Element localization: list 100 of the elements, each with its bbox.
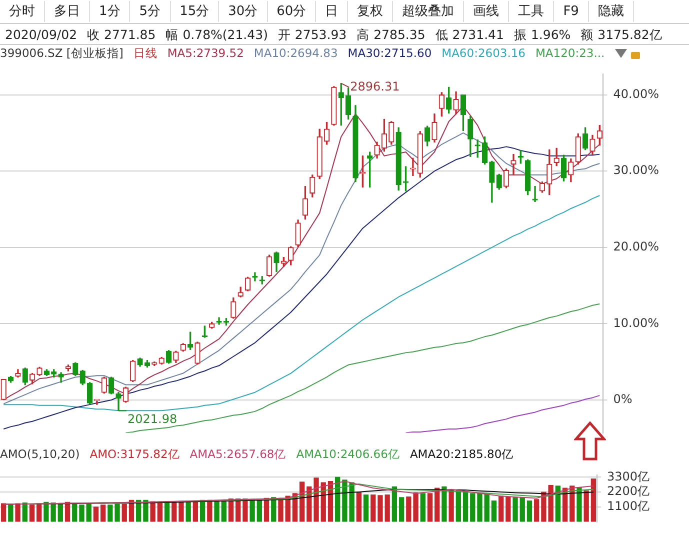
text: 1分	[90, 1, 130, 22]
annotation: 2896.31	[350, 79, 400, 94]
text: 振 1.96%	[512, 26, 572, 44]
y-tick-label: 20.00%	[613, 240, 660, 254]
bar	[172, 502, 177, 522]
bar	[0, 503, 6, 522]
bar	[108, 504, 113, 522]
candlestick	[510, 154, 516, 174]
bar	[448, 490, 454, 522]
bar	[456, 490, 461, 522]
y-tick-label: 30.00%	[613, 163, 660, 178]
y-tick-label: 10.00%	[613, 316, 660, 330]
bar	[143, 500, 148, 522]
bar	[250, 499, 255, 522]
bar	[15, 503, 20, 522]
text: 隐藏	[588, 1, 634, 22]
bar	[584, 490, 589, 522]
candlestick	[410, 158, 416, 176]
text: 工具	[509, 1, 554, 22]
candlestick	[94, 399, 100, 405]
bar	[100, 504, 106, 522]
text: 多日	[45, 1, 90, 22]
bar	[122, 504, 127, 522]
bar	[427, 493, 433, 522]
bar	[58, 503, 63, 522]
text: MA10:2694.83	[254, 46, 338, 60]
bar	[526, 500, 532, 522]
chart-title: 399006.SZ [创业板指]	[0, 46, 124, 60]
bar	[164, 502, 170, 522]
bar	[29, 504, 35, 522]
text: 幅 0.78%(21.43)	[164, 26, 269, 44]
bar	[378, 495, 383, 522]
bar	[477, 493, 482, 522]
text: F9	[554, 1, 589, 22]
text: MA30:2715.60	[348, 46, 432, 60]
bar	[398, 497, 404, 522]
text: MA5:2739.52	[167, 46, 244, 60]
bar	[214, 500, 220, 522]
candlestick	[474, 139, 480, 158]
bar	[178, 501, 184, 522]
text: AMA10:2406.66亿	[296, 446, 400, 462]
bar	[534, 499, 540, 522]
bar	[363, 494, 369, 522]
chart-subtitle: 日线	[133, 46, 158, 60]
bar	[72, 503, 78, 522]
bar	[384, 494, 390, 522]
bar	[442, 486, 447, 522]
bar	[64, 502, 70, 522]
text: 高 2785.35	[356, 26, 426, 44]
bar	[413, 492, 418, 522]
text: 画线	[464, 1, 510, 22]
bar	[93, 506, 99, 522]
bar	[462, 492, 468, 522]
bar	[520, 497, 525, 522]
y-tick-label: 1100亿	[607, 499, 650, 514]
bar	[157, 502, 162, 522]
text: 超级叠加	[393, 1, 464, 22]
text: 开 2753.93	[276, 26, 348, 44]
text: 5分	[130, 1, 171, 22]
text: 复权	[348, 1, 394, 22]
annotation: 2021.98	[127, 412, 178, 426]
text: AMA5:2657.68亿	[190, 446, 286, 462]
bar	[420, 493, 426, 522]
bar	[114, 504, 120, 522]
text: AMO:3175.82亿	[90, 446, 180, 462]
text: 收 2771.85	[86, 26, 157, 44]
bar	[484, 494, 490, 522]
bar	[314, 478, 319, 522]
bar	[150, 501, 156, 522]
text: 额 3175.82亿	[580, 26, 664, 44]
text: 2020/09/02	[4, 26, 78, 44]
y-tick-label: 40.00%	[613, 86, 660, 101]
bar	[434, 488, 440, 522]
bar	[8, 504, 14, 522]
bar	[470, 493, 476, 522]
chart-title: AMO(5,10,20)	[0, 447, 80, 461]
bar	[555, 486, 560, 522]
y-tick-label: 3300亿	[607, 469, 650, 484]
bar	[79, 504, 84, 522]
bar	[498, 496, 504, 522]
bar	[356, 492, 362, 522]
text: 日	[316, 1, 348, 22]
bar	[242, 498, 248, 522]
text: 60分	[268, 1, 316, 22]
bar	[491, 500, 497, 522]
text: MA60:2603.16	[442, 46, 526, 60]
bar	[86, 504, 92, 522]
bar	[512, 497, 518, 522]
bar	[392, 486, 398, 522]
bar	[406, 496, 412, 522]
text: 分时	[0, 1, 45, 22]
y-tick-label: 0%	[613, 392, 632, 406]
text: AMA20:2185.80亿	[410, 446, 514, 462]
text: 30分	[219, 1, 268, 22]
bar	[22, 502, 28, 522]
bar	[576, 487, 582, 522]
y-tick-label: 2200亿	[607, 484, 650, 498]
bar	[370, 494, 376, 522]
bar	[590, 478, 596, 522]
text: 15分	[170, 1, 220, 22]
